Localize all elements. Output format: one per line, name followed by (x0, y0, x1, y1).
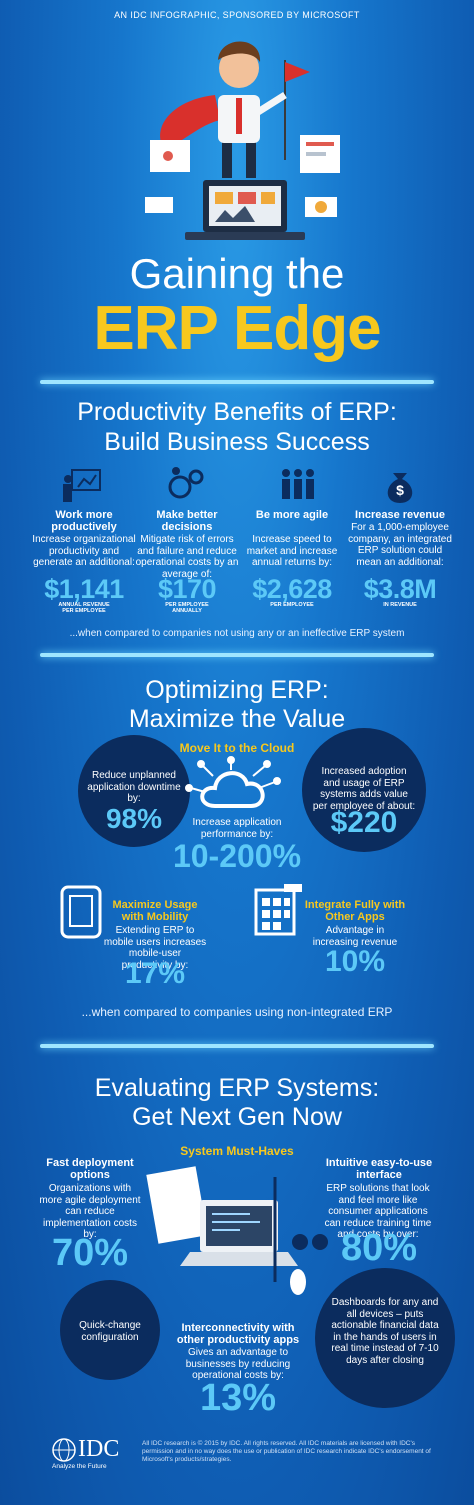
feature-heading: Interconnectivity with other productivit… (176, 1322, 300, 1346)
stat: $3.8M (363, 574, 437, 604)
stat: $220 (330, 806, 398, 839)
logo: IDC (78, 1436, 120, 1462)
section-heading: Build Business Success (104, 428, 370, 456)
section-heading: Productivity Benefits of ERP: (77, 398, 397, 426)
hero-illustration (145, 41, 340, 240)
feature-text: ERP solutions that look and feel more li… (324, 1183, 432, 1240)
benefit-heading: Be more agile (255, 509, 329, 521)
benefit-icons: $ (63, 467, 413, 503)
feature-text: Gives an advantage to businesses by redu… (185, 1347, 291, 1381)
benefit-heading: Increase revenue (355, 509, 445, 521)
stat: $1,141 (44, 574, 124, 604)
bubble-text: Reduce unplanned application downtime by… (87, 770, 181, 804)
body-text: Increase application performance by: (192, 817, 282, 840)
section-heading: Maximize the Value (128, 705, 346, 733)
bubble (302, 728, 426, 852)
tagline: Analyze the Future (52, 1463, 107, 1470)
feature-heading: Fast deployment options (46, 1157, 134, 1181)
feature-text: Advantage in increasing revenue (312, 925, 398, 948)
bubble (315, 1268, 455, 1408)
benefit-text: Mitigate risk of errors and failure and … (135, 534, 239, 580)
benefit-heading: Make better decisions (156, 509, 218, 533)
stat: $2,628 (252, 574, 332, 604)
cloud-icon (185, 756, 281, 808)
stat: 80% (340, 1227, 418, 1269)
svg-text:$: $ (396, 482, 404, 498)
footnote: ...when compared to companies using non-… (81, 1005, 393, 1019)
bubble-text: Increased adoption and usage of ERP syst… (312, 766, 416, 812)
divider (40, 653, 434, 657)
stat-note: PER EMPLOYEE ANNUALLY (165, 602, 209, 614)
bubble-text: Quick-change configuration (79, 1320, 141, 1343)
benefit-text: Increase organizational productivity and… (32, 534, 136, 568)
title-line-2: ERP Edge (93, 294, 381, 363)
stat: 13% (199, 1377, 277, 1419)
stat: 70% (51, 1232, 129, 1274)
title-line-1: Gaining the (129, 250, 345, 297)
stat: 17% (124, 957, 186, 990)
stat-note: PER EMPLOYEE (270, 602, 314, 608)
benefit-heading: Work more productively (51, 509, 117, 533)
subheading: Move It to the Cloud (179, 741, 295, 755)
bubble (78, 735, 190, 847)
desk-illustration (146, 1166, 328, 1295)
subheading: System Must-Haves (180, 1144, 294, 1158)
feature-text: Organizations with more agile deployment… (39, 1183, 141, 1240)
stat-note: IN REVENUE (383, 602, 417, 608)
stat: 10% (324, 945, 386, 978)
benefit-text: For a 1,000-employee company, an integra… (348, 522, 452, 568)
section-heading: Get Next Gen Now (132, 1103, 342, 1131)
section-heading: Optimizing ERP: (145, 676, 329, 704)
feature-text: Extending ERP to mobile users increases … (103, 925, 207, 971)
feature-heading: Intuitive easy-to-use interface (325, 1157, 433, 1181)
section-heading: Evaluating ERP Systems: (94, 1074, 380, 1102)
divider (40, 1044, 434, 1048)
idc-globe (52, 1438, 76, 1462)
stat: 98% (105, 803, 163, 834)
sponsor: AN IDC INFOGRAPHIC, SPONSORED BY MICROSO… (114, 10, 360, 20)
stat: 10-200% (172, 838, 302, 874)
stat-note: ANNUAL REVENUE PER EMPLOYEE (58, 602, 110, 614)
bubble (60, 1280, 160, 1380)
legal: All IDC research is © 2015 by IDC. All r… (142, 1440, 431, 1463)
divider (40, 380, 434, 384)
benefit-text: Increase speed to market and increase an… (246, 534, 338, 568)
bubble-text: Dashboards for any and all devices – put… (331, 1297, 439, 1366)
feature-icons (60, 884, 302, 939)
footnote: ...when compared to companies not using … (69, 628, 405, 639)
feature-heading: Maximize Usage with Mobility (112, 899, 198, 923)
feature-heading: Integrate Fully with Other Apps (304, 899, 406, 923)
stat: $170 (157, 574, 217, 604)
